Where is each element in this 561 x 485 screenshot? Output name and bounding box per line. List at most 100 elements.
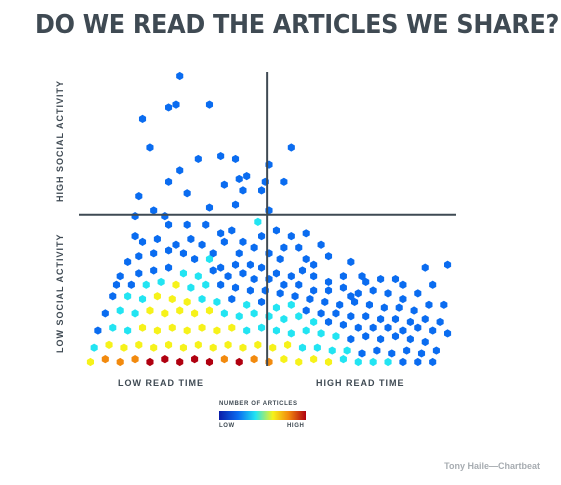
hex-cell [429, 326, 437, 335]
hex-cell [384, 357, 392, 367]
hex-cell [317, 329, 325, 338]
hex-cell [391, 274, 400, 284]
hex-cell [425, 300, 433, 309]
hex-cell [336, 300, 344, 309]
y-label-high: HIGH SOCIAL ACTIVITY [55, 79, 65, 202]
hex-cell [202, 220, 210, 229]
hex-cell [280, 355, 288, 364]
hex-cell [339, 320, 347, 329]
hex-cell [217, 263, 225, 272]
hex-cell [310, 260, 318, 269]
hex-cell [332, 309, 340, 318]
hex-cell [153, 326, 161, 335]
hex-cell [298, 266, 307, 275]
hex-cell [317, 309, 325, 318]
hex-cell [220, 180, 228, 189]
hex-cell [254, 340, 262, 349]
hex-cell [239, 269, 247, 278]
hex-cell [172, 280, 180, 289]
hex-cell [399, 294, 407, 304]
hex-cell [250, 355, 258, 364]
hexbin-cells [86, 71, 452, 367]
hex-cell [399, 326, 407, 335]
hex-cell [146, 306, 154, 315]
hex-cell [146, 143, 154, 152]
hex-cell [209, 343, 217, 352]
hex-cell [291, 292, 299, 301]
hex-cell [388, 349, 396, 358]
hex-cell [165, 263, 173, 272]
hex-cell [131, 212, 139, 221]
hex-cell [213, 326, 221, 335]
hex-cell [191, 309, 199, 318]
hex-cell [209, 266, 217, 275]
legend-low-label: LOW [219, 423, 235, 429]
hex-cell [194, 340, 202, 349]
hex-cell [347, 335, 355, 344]
hex-cell [440, 300, 448, 309]
hex-cell [317, 240, 325, 249]
hex-cell [198, 294, 206, 304]
hex-cell [258, 263, 266, 272]
hex-cell [105, 340, 113, 349]
hex-cell [239, 186, 247, 195]
hex-cell [209, 249, 217, 258]
hex-cell [310, 317, 318, 327]
hex-cell [287, 329, 295, 338]
hex-cell [165, 340, 173, 349]
hex-cell [183, 326, 191, 335]
hex-cell [399, 280, 407, 289]
hex-cell [306, 294, 314, 304]
hex-cell [391, 315, 400, 324]
hex-cell [354, 323, 362, 332]
hex-cell [131, 309, 139, 318]
hex-cell [391, 332, 400, 341]
hex-cell [198, 323, 206, 332]
hex-cell [250, 243, 258, 252]
hex-cell [258, 232, 266, 241]
hex-cell [272, 226, 280, 235]
hex-cell [165, 177, 173, 186]
hex-cell [217, 151, 225, 161]
hex-cell [168, 294, 176, 304]
hex-cell [116, 272, 124, 281]
hex-cell [302, 229, 310, 238]
hex-cell [339, 355, 347, 364]
hex-cell [228, 323, 236, 332]
hex-cell [258, 186, 266, 195]
hex-cell [165, 103, 173, 112]
hex-cell [205, 100, 214, 109]
hex-cell [217, 229, 225, 238]
hex-cell [101, 309, 109, 318]
hex-cell [414, 323, 422, 332]
hex-cell [220, 355, 228, 364]
hex-cell [384, 289, 392, 298]
hex-cell [224, 340, 232, 349]
hex-cell [179, 343, 187, 352]
hex-cell [224, 272, 232, 281]
hex-cell [258, 323, 266, 332]
hex-cell [276, 289, 284, 298]
hex-cell [250, 309, 258, 318]
hex-cell [124, 257, 132, 266]
hex-cell [369, 286, 377, 295]
hex-cell [172, 240, 180, 249]
hex-cell [403, 346, 411, 355]
hex-cell [179, 269, 187, 278]
hex-cell [310, 355, 318, 364]
hex-cell [284, 340, 292, 349]
hex-cell [287, 272, 295, 281]
hex-cell [228, 226, 236, 235]
hex-cell [205, 203, 214, 212]
hex-cell [354, 289, 362, 298]
hex-cell [217, 280, 225, 289]
hex-cell [354, 357, 362, 367]
hex-cell [347, 312, 355, 321]
hex-cell [384, 323, 392, 332]
hex-cell [243, 300, 251, 309]
hex-cell [194, 154, 202, 164]
hex-cell [124, 326, 132, 335]
hex-cell [231, 154, 240, 164]
hex-cell [112, 280, 121, 289]
legend-high-label: HIGH [287, 423, 305, 429]
